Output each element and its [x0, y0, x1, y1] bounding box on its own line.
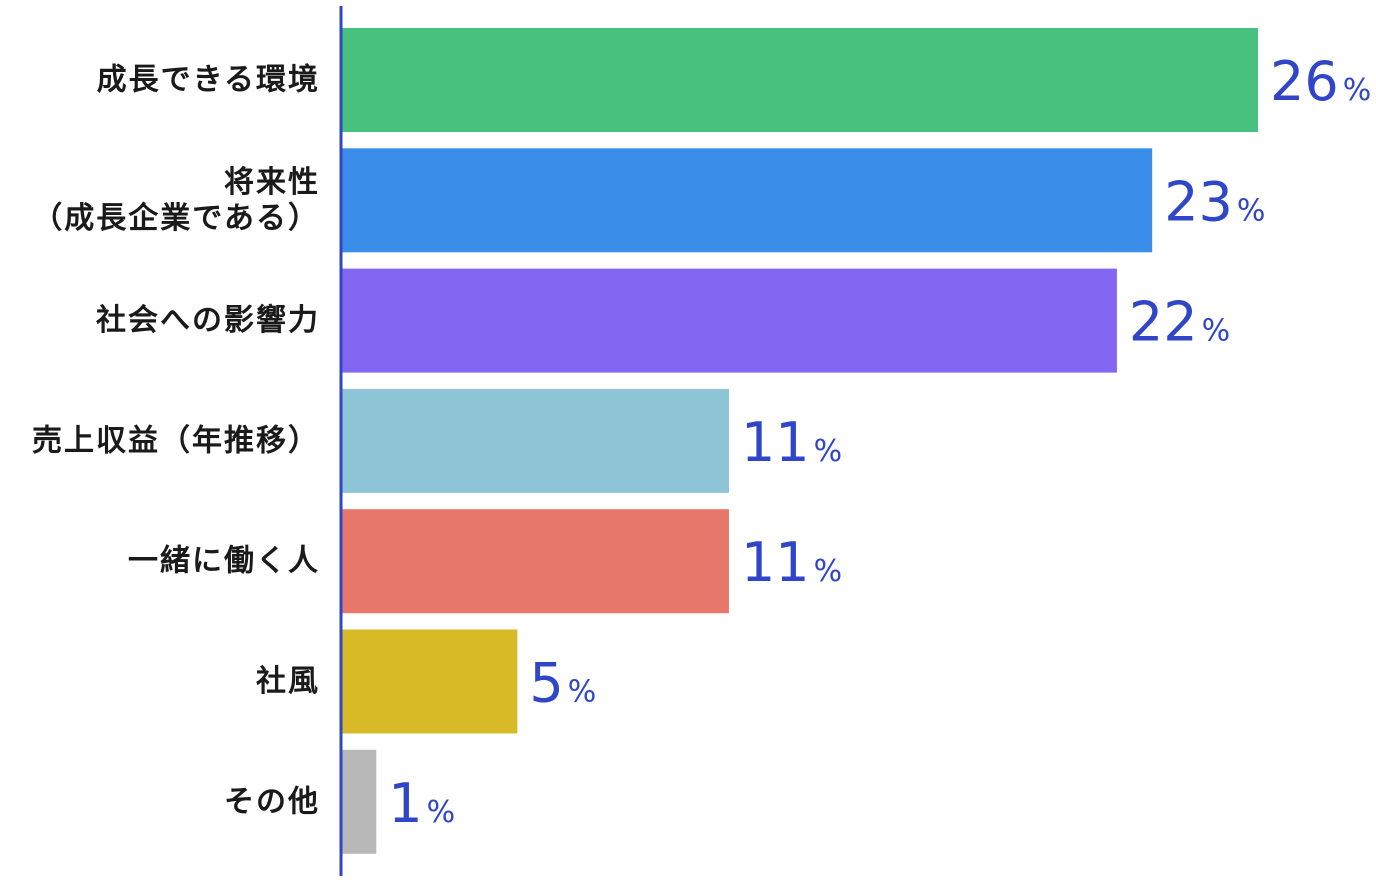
value-unit-3: % [1202, 314, 1231, 349]
bar-6 [341, 629, 518, 734]
value-label-4: 11% [741, 411, 842, 474]
category-label-2-line-1: 将来性 [224, 165, 320, 200]
value-number-2: 23 [1164, 170, 1233, 233]
value-label-3: 22% [1129, 291, 1230, 354]
value-unit-4: % [814, 434, 843, 469]
bar-4 [341, 388, 729, 493]
category-label-6: 社風 [256, 664, 320, 699]
value-unit-6: % [568, 675, 597, 710]
bar-5 [341, 509, 729, 614]
category-label-7: その他 [224, 784, 320, 819]
value-label-2: 23% [1164, 170, 1265, 233]
bar-2 [341, 148, 1153, 253]
value-number-6: 5 [529, 652, 563, 715]
value-label-1: 26% [1270, 50, 1371, 113]
value-unit-5: % [814, 554, 843, 589]
bars-group [341, 28, 1258, 854]
value-labels-group: 26 %23 %22 %11 %11 %5 %1% [388, 50, 1371, 835]
bar-1 [341, 28, 1258, 132]
category-label-5: 一緒に働く人 [128, 544, 320, 579]
value-number-5: 11 [741, 531, 810, 594]
value-unit-2: % [1237, 193, 1266, 228]
value-label-6: 5% [529, 652, 596, 715]
value-label-5: 11% [741, 531, 842, 594]
value-number-3: 22 [1129, 291, 1198, 354]
value-number-7: 1 [388, 772, 422, 835]
bar-7 [341, 749, 377, 854]
value-number-1: 26 [1270, 50, 1339, 113]
category-label-3: 社会への影響力 [96, 303, 320, 338]
category-label-4: 売上収益（年推移） [32, 423, 320, 458]
bar-3 [341, 268, 1117, 373]
value-label-7: 1% [388, 772, 455, 835]
category-label-2-line-2: （成長企業である） [32, 201, 320, 236]
value-number-4: 11 [741, 411, 810, 474]
value-unit-1: % [1343, 73, 1372, 108]
category-label-1: 成長できる環境 [97, 63, 320, 98]
value-unit-7: % [427, 795, 456, 830]
